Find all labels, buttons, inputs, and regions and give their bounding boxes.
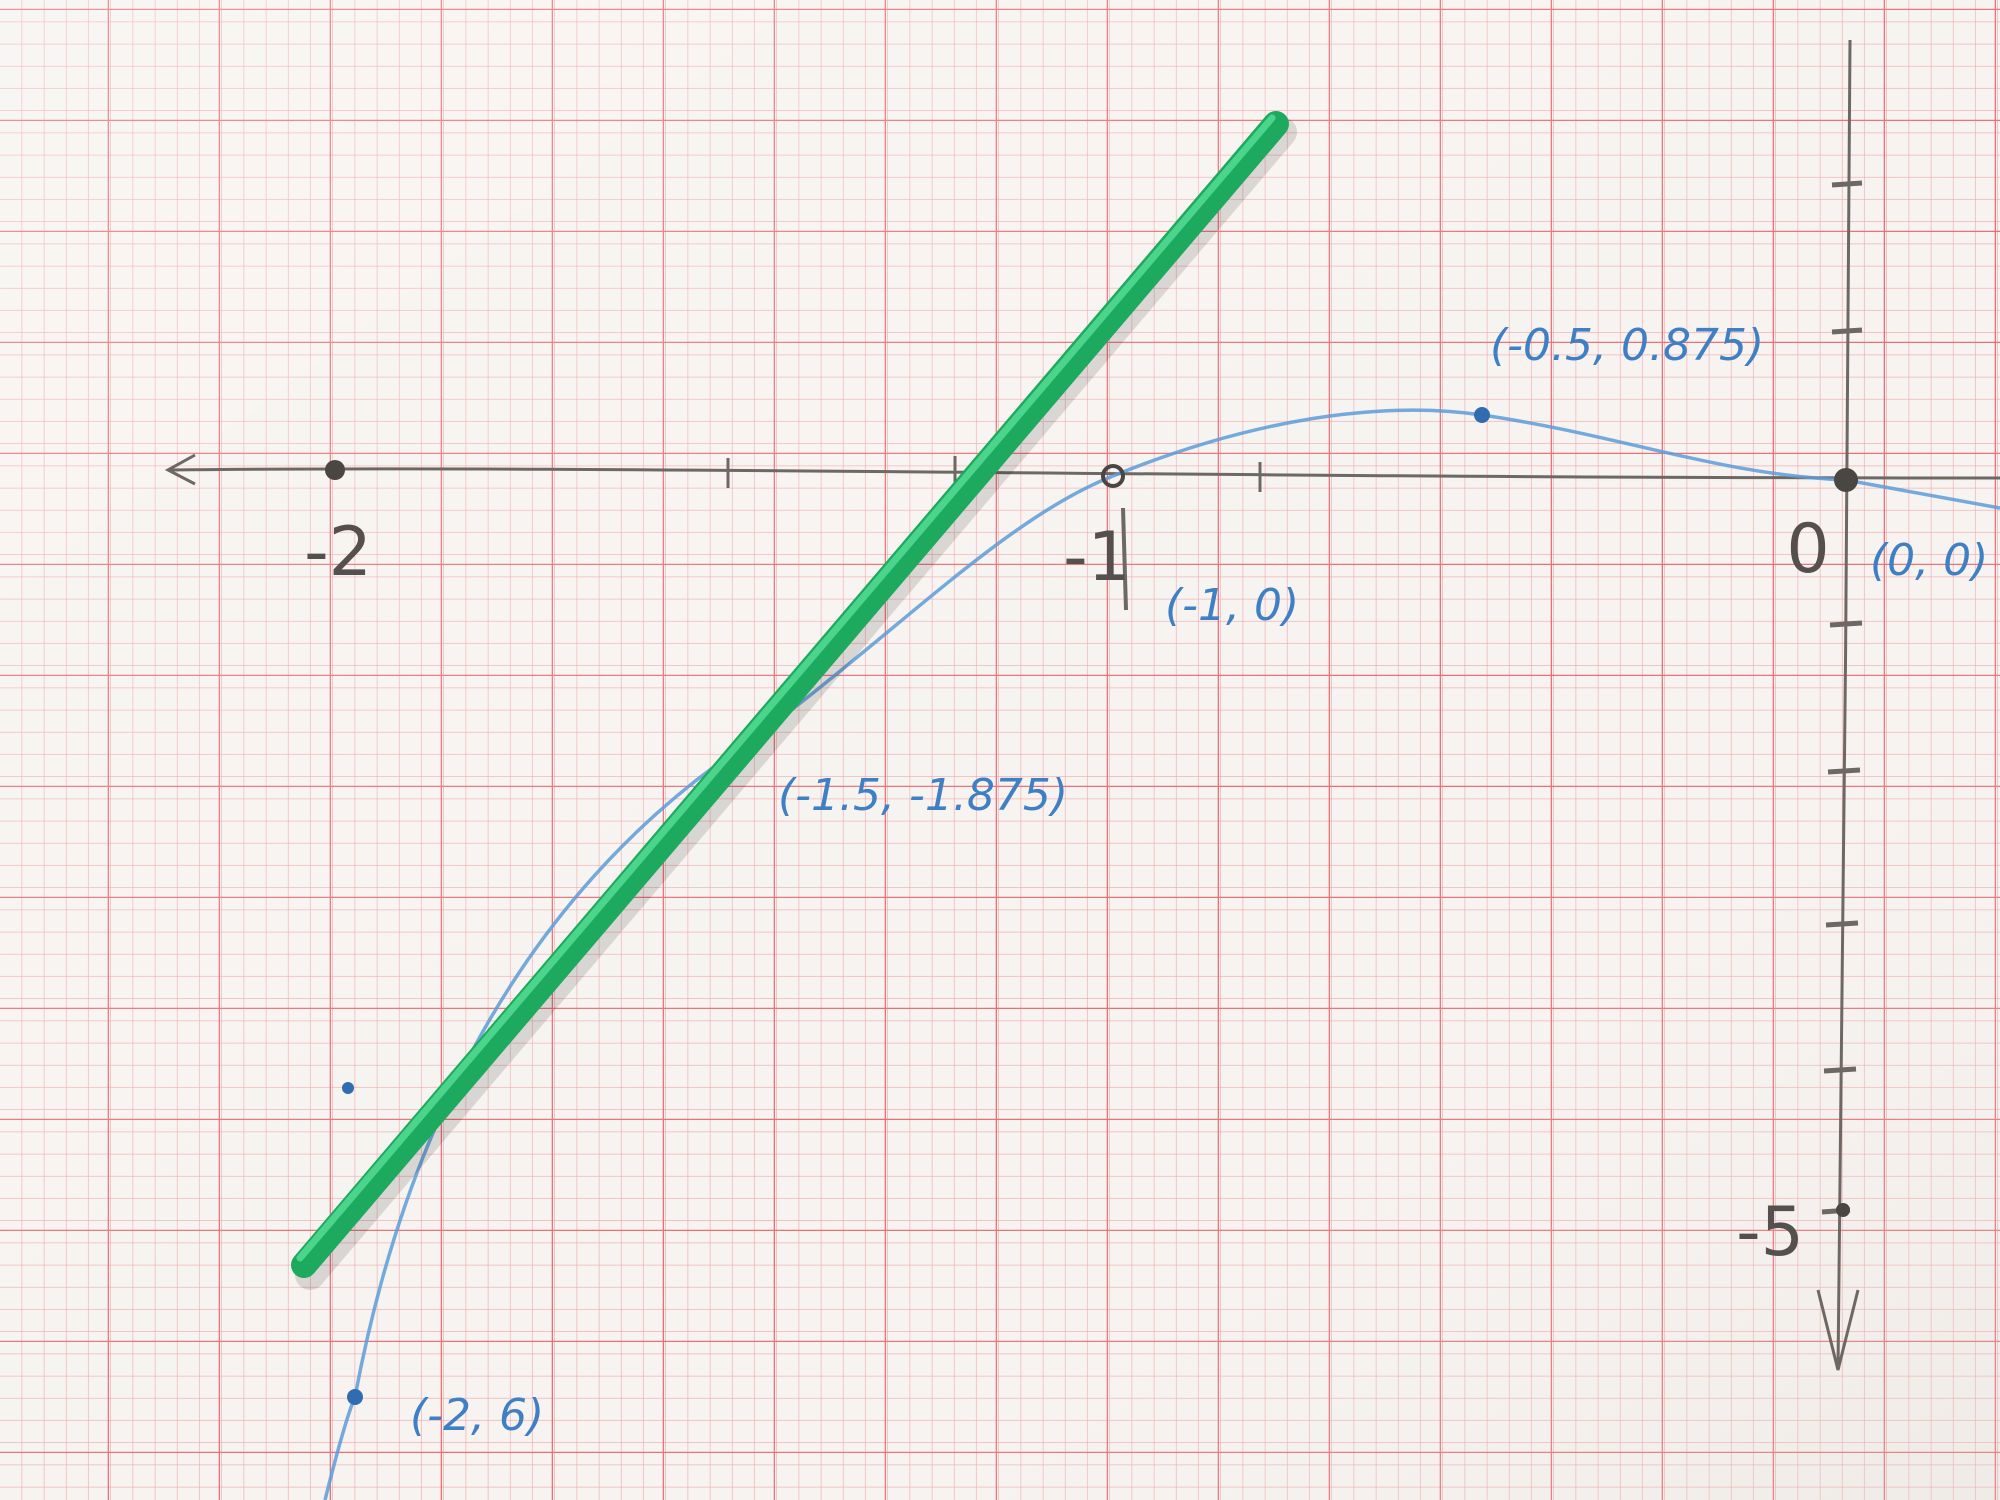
axis-label: -2 bbox=[304, 513, 372, 592]
point bbox=[347, 1389, 363, 1405]
point bbox=[1834, 468, 1858, 492]
point-label: (-2, 6) bbox=[410, 1390, 544, 1441]
straw-highlight bbox=[296, 114, 1276, 1262]
point-label: (-1, 0) bbox=[1165, 580, 1299, 631]
point bbox=[1836, 1203, 1850, 1217]
point-label: (-1.5, -1.875) bbox=[778, 770, 1068, 821]
point-label: (0, 0) bbox=[1870, 535, 1988, 586]
axis-label: -5 bbox=[1736, 1193, 1804, 1272]
y-arrow bbox=[1816, 1289, 1860, 1371]
points bbox=[342, 407, 1490, 1405]
point-label: (-0.5, 0.875) bbox=[1490, 320, 1764, 371]
point bbox=[1101, 464, 1125, 488]
x-arrow bbox=[164, 453, 196, 486]
straw bbox=[291, 111, 1297, 1290]
axis-label: -1 bbox=[1063, 518, 1131, 597]
curve bbox=[323, 408, 2000, 1500]
axis-label: 0 bbox=[1786, 510, 1829, 589]
straw-body bbox=[291, 111, 1289, 1278]
minus-one-mark bbox=[1121, 507, 1128, 611]
point bbox=[342, 1082, 354, 1094]
x-axis bbox=[169, 467, 2000, 480]
point bbox=[1474, 407, 1490, 423]
y-axis bbox=[1836, 39, 1852, 1371]
point bbox=[325, 460, 345, 480]
